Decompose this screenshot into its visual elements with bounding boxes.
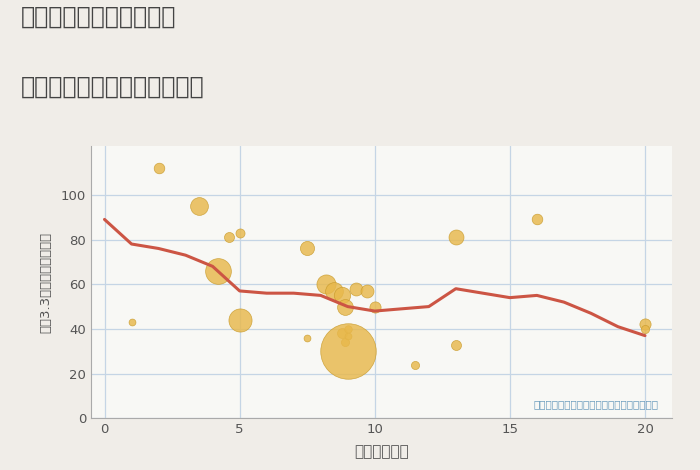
Point <box>450 341 461 348</box>
Text: 駅距離別中古マンション価格: 駅距離別中古マンション価格 <box>21 75 204 99</box>
Text: 奈良県橿原市西新堂町の: 奈良県橿原市西新堂町の <box>21 5 176 29</box>
Point <box>126 319 137 326</box>
Point <box>234 229 245 236</box>
X-axis label: 駅距離（分）: 駅距離（分） <box>354 445 409 460</box>
Point <box>340 303 351 310</box>
Point <box>212 267 223 274</box>
Point <box>153 164 164 172</box>
Point <box>337 329 348 337</box>
Point <box>342 347 354 355</box>
Point <box>369 303 380 310</box>
Text: 円の大きさは、取引のあった物件面積を示す: 円の大きさは、取引のあった物件面積を示す <box>533 400 659 409</box>
Point <box>302 245 313 252</box>
Point <box>361 287 372 295</box>
Point <box>450 234 461 241</box>
Point <box>531 216 542 223</box>
Point <box>342 325 354 333</box>
Point <box>639 325 650 333</box>
Point <box>234 316 245 324</box>
Point <box>328 287 339 295</box>
Point <box>410 361 421 368</box>
Y-axis label: 坪（3.3㎡）単価（万円）: 坪（3.3㎡）単価（万円） <box>40 231 52 333</box>
Point <box>350 285 361 292</box>
Point <box>302 334 313 342</box>
Point <box>340 338 351 346</box>
Point <box>639 321 650 328</box>
Point <box>342 332 354 339</box>
Point <box>321 281 332 288</box>
Point <box>193 202 204 210</box>
Point <box>337 292 348 299</box>
Point <box>223 234 235 241</box>
